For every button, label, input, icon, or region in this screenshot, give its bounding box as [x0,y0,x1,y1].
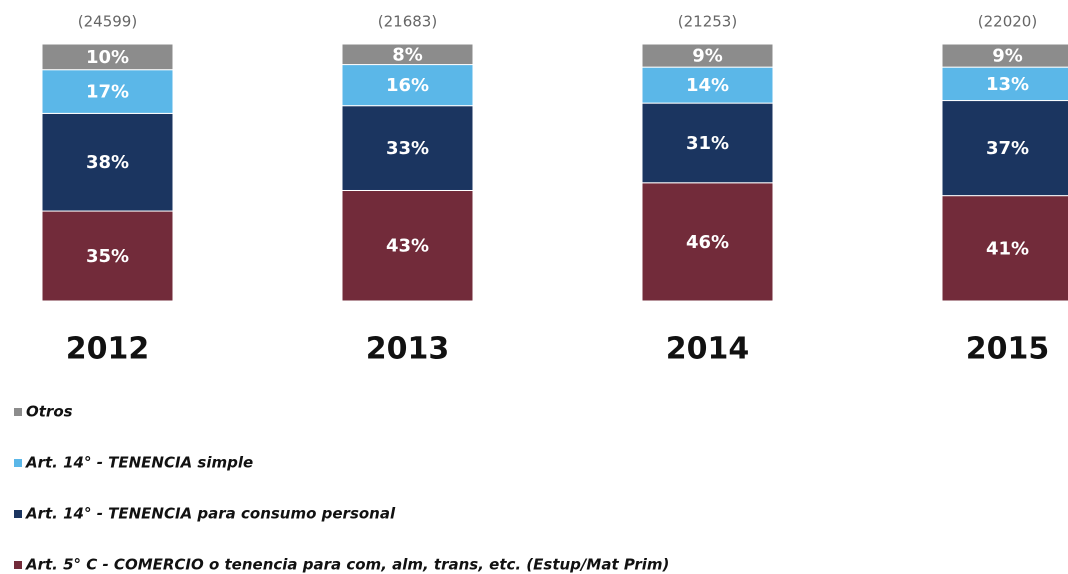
value-label: 46% [686,232,729,253]
bar-segment [341,105,474,191]
value-label: 33% [386,138,429,159]
value-label: 13% [986,74,1029,95]
total-label: (21253) [678,13,737,31]
value-label: 9% [692,46,723,67]
bar-segment [341,64,474,107]
bar-segment [641,102,774,184]
value-label: 37% [986,138,1029,159]
bar-segment [41,112,174,212]
bar-segment [941,43,1068,68]
bar-segment [941,100,1068,197]
value-label: 10% [86,47,129,68]
legend-swatch [14,459,22,467]
value-label: 35% [86,246,129,267]
legend-swatch [14,510,22,518]
bar-segment [941,66,1068,102]
bar-segment [641,43,774,68]
total-label: (24599) [78,13,137,31]
legend-swatch [14,561,22,569]
value-label: 31% [686,133,729,154]
year-label: 2014 [666,332,750,367]
bar-segment [341,43,474,66]
year-label: 2012 [66,332,150,367]
bar-segment [341,189,474,302]
legend-label: Art. 14° - TENENCIA para consumo persona… [25,505,396,523]
legend-label: Art. 14° - TENENCIA simple [25,454,253,472]
bar-segment [41,43,174,71]
year-label: 2015 [966,332,1050,367]
total-label: (21683) [378,13,437,31]
bar-segment [941,195,1068,302]
bar-segment [641,182,774,302]
legend-swatch [14,408,22,416]
value-label: 38% [86,152,129,173]
value-label: 16% [386,75,429,96]
value-label: 43% [386,236,429,257]
bar-segment [41,210,174,302]
value-label: 41% [986,238,1029,259]
legend-label: Otros [26,403,73,421]
legend-label: Art. 5° C - COMERCIO o tenencia para com… [25,556,669,574]
total-label: (22020) [978,13,1037,31]
value-label: 8% [392,44,423,65]
value-label: 14% [686,75,729,96]
value-label: 9% [992,46,1023,67]
year-label: 2013 [366,332,450,367]
value-label: 17% [86,82,129,103]
